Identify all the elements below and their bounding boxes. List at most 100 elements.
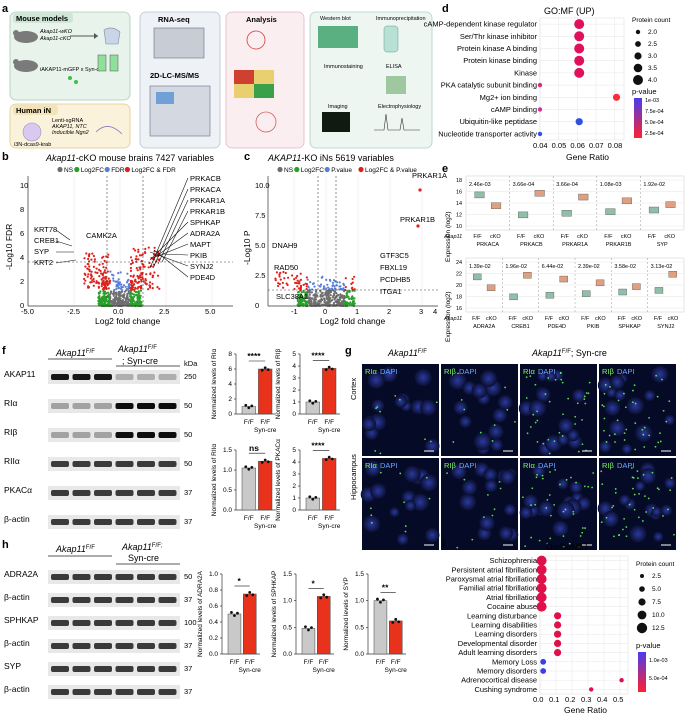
- data-point: [311, 401, 315, 405]
- volcano-point: [87, 257, 90, 261]
- signal-dot: [659, 432, 661, 435]
- channel-label: DAPI: [380, 461, 398, 470]
- signal-dot: [536, 441, 539, 443]
- data-point: [391, 621, 395, 624]
- blot-f-col1-label: Akap11F/F: [55, 348, 95, 358]
- channel-label: RIβ: [444, 367, 457, 376]
- volcano-point: [139, 268, 142, 271]
- volcano-point: [127, 278, 130, 281]
- signal-dot: [491, 514, 494, 517]
- genotype-cko: cKO: [631, 316, 642, 322]
- tube-icon-2: [109, 54, 119, 72]
- volcano-point: [336, 301, 339, 304]
- signal-dot: [638, 492, 640, 495]
- panel-f: f Akap11F/F Akap11F/F ; Syn-cre kDa AKAP…: [2, 344, 341, 530]
- volcano-point: [340, 300, 344, 303]
- volcano-point: [133, 283, 136, 286]
- nucleus-blob: [490, 438, 503, 452]
- blot-band: [137, 461, 155, 467]
- data-point: [251, 593, 255, 597]
- data-point: [319, 596, 323, 600]
- y-tick-label: 1.0: [355, 598, 364, 605]
- volcano-point: [303, 297, 306, 300]
- volcano-point: [129, 256, 133, 259]
- volcano-point: [102, 266, 105, 269]
- y-tick-label: 5.0: [255, 241, 265, 250]
- volcano-point: [125, 287, 128, 290]
- y-tick-label: 18: [456, 178, 462, 184]
- blot-h-col2-label: Akap11F/F;: [121, 542, 163, 552]
- volcano-point: [275, 271, 278, 274]
- volcano-point: [103, 259, 106, 262]
- volcano-point: [95, 280, 98, 283]
- blot-band: [158, 689, 177, 695]
- y-tick-label: 7.5: [255, 211, 265, 220]
- blot-h-bar-charts: 0.00.20.40.60.81.0*F/F F/FSyn-creNormaliz…: [197, 570, 407, 674]
- gene-name: PKIB: [587, 324, 600, 330]
- size-legend-dot: [635, 29, 641, 35]
- signal-dot: [612, 504, 615, 507]
- gene-label: SPHKAP: [190, 218, 220, 227]
- cell-dot-icon: [68, 76, 72, 80]
- y-tick-label: 2.5: [255, 271, 265, 280]
- legend-entry: FDR: [111, 167, 125, 174]
- signal-dot: [643, 446, 646, 448]
- volcano-point: [120, 290, 123, 293]
- label-leader: [55, 240, 73, 247]
- volcano-point: [314, 296, 317, 299]
- volcano-point: [323, 303, 326, 306]
- signal-dot: [587, 392, 590, 395]
- gene-label: CAMK2A: [86, 231, 117, 240]
- volcano-point: [130, 296, 133, 299]
- volcano-point: [137, 293, 140, 296]
- p-value-label: 2.39e-02: [578, 264, 600, 270]
- volcano-point: [129, 269, 133, 272]
- term-label: cAMP binding: [491, 105, 537, 114]
- data-point: [327, 455, 331, 459]
- nucleus-blob: [425, 527, 440, 543]
- volcano-point: [104, 280, 107, 284]
- dis-color-bar: [638, 652, 646, 692]
- y-tick-label: 16: [456, 190, 462, 196]
- signal-dot: [376, 406, 379, 408]
- volcano-point: [314, 288, 317, 291]
- volcano-point: [118, 302, 121, 305]
- gene-name: PRKAR1B: [606, 242, 632, 248]
- volcano-point: [118, 292, 121, 295]
- volcano-point: [327, 301, 330, 304]
- volcano-point: [297, 290, 300, 294]
- gene-label: PRKACA: [190, 185, 221, 194]
- size-legend-label: 2.5: [652, 573, 661, 580]
- panel-b: b Akap11-cKO mouse brains 7427 variables…: [2, 151, 233, 326]
- volcano-c-grid: [293, 176, 423, 306]
- volcano-point: [98, 263, 101, 266]
- box-ff: [518, 211, 529, 219]
- y-tick-label: 10: [20, 181, 28, 190]
- volcano-point: [139, 287, 142, 290]
- blot-band: [72, 689, 91, 695]
- volcano-point: [343, 294, 346, 298]
- nucleus-blob: [528, 399, 547, 417]
- volcano-c-legend: NS Log2FC P.value Log2FC & P.value: [277, 166, 417, 174]
- volcano-point: [353, 297, 356, 300]
- band-label: PKACα: [4, 485, 32, 495]
- mw-label: 100: [184, 618, 197, 627]
- dot-point: [574, 31, 585, 42]
- signal-dot: [604, 384, 607, 386]
- term-label: Protein kinase A binding: [457, 44, 537, 53]
- volcano-point: [333, 287, 336, 290]
- volcano-point: [140, 280, 143, 283]
- blot-band: [137, 620, 155, 626]
- gene-label: PRKAR1A: [190, 196, 225, 205]
- data-point: [311, 497, 315, 501]
- signal-dot: [588, 381, 591, 384]
- volcano-point: [318, 299, 321, 302]
- volcano-point: [109, 296, 112, 299]
- volcano-point: [130, 280, 133, 283]
- signal-dot: [546, 498, 549, 501]
- volcano-point: [147, 246, 150, 249]
- blot-strip: [48, 570, 180, 584]
- volcano-point: [104, 301, 107, 304]
- heatmap-cell-icon: [234, 70, 254, 84]
- volcano-point: [296, 274, 299, 278]
